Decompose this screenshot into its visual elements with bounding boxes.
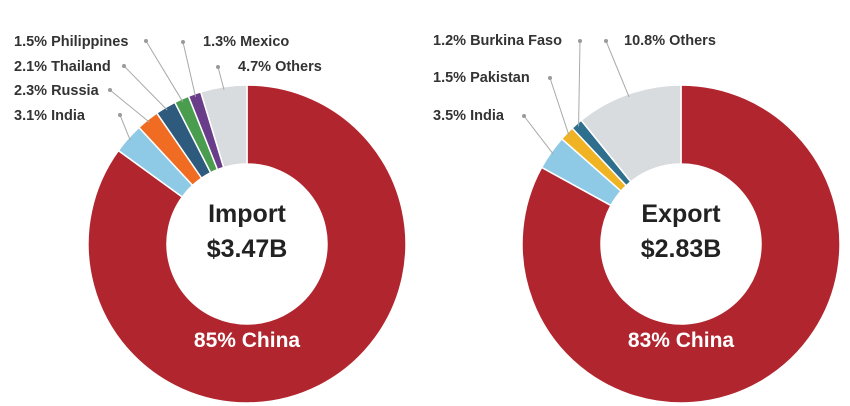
import-leader-india [119,114,131,141]
import-donut: Import $3.47B 85% China [87,84,407,404]
export-main-label: 83% China [628,329,735,352]
export-slice-others [580,84,682,183]
import-leader-dot-russia [108,88,112,92]
export-leader-dot-others [604,39,608,43]
import-total: $3.47B [207,235,288,263]
import-main-label: 85% China [194,329,301,352]
import-leader-thailand [123,65,168,111]
import-leader-mexico [182,41,197,97]
export-leader-pakistan [549,77,570,136]
export-label-india: 3.5% India [433,108,505,124]
import-title: Import [208,200,286,228]
export-label-others: 10.8% Others [624,33,716,49]
import-label-thailand: 2.1% Thailand [14,59,111,75]
export-label-burkina-faso: 1.2% Burkina Faso [433,33,562,49]
slice-callouts: 3.1% India 2.3% Russia 2.1% Thailand 1.5% P… [14,33,716,155]
export-slice-china [521,84,841,404]
export-leader-burkina-faso [578,40,581,127]
export-leader-dot-india [522,114,526,118]
import-leader-dot-others [216,65,220,69]
import-label-others: 4.7% Others [238,59,322,75]
export-label-pakistan: 1.5% Pakistan [433,70,530,86]
export-leader-dot-pakistan [548,76,552,80]
import-label-india: 3.1% India [14,108,86,124]
import-leader-russia [109,89,150,123]
import-leader-dot-philippines [144,39,148,43]
export-total: $2.83B [641,235,722,263]
import-leader-dot-mexico [181,40,185,44]
export-leader-others [605,40,630,98]
import-leader-dot-thailand [122,64,126,68]
import-leader-philippines [145,40,184,103]
import-leader-others [217,66,225,90]
import-leader-dot-india [118,113,122,117]
import-slice-others [199,84,248,169]
import-label-russia: 2.3% Russia [14,83,100,99]
export-title: Export [641,200,721,228]
import-label-mexico: 1.3% Mexico [203,34,289,50]
export-donut: Export $2.83B 83% China [521,84,841,404]
export-leader-india [523,115,554,155]
import-label-philippines: 1.5% Philippines [14,34,128,50]
export-leader-dot-burkina-faso [578,39,582,43]
import-slice-china [87,84,407,404]
